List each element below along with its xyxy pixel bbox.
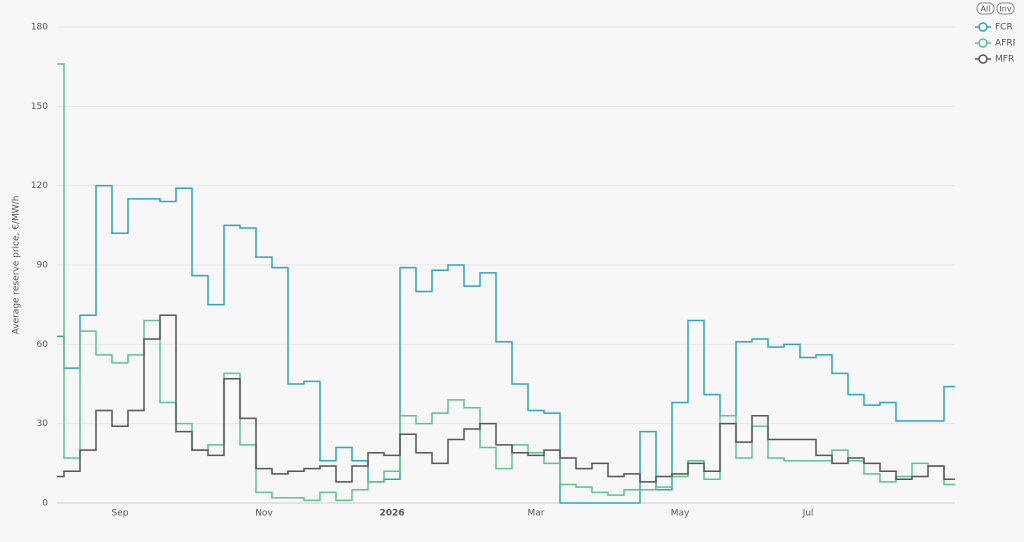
legend-marker [978, 22, 988, 32]
y-axis-label: Average reserve price, €/MW/h [12, 196, 22, 335]
legend-label: AFRR [995, 39, 1019, 49]
y-tick-label: 30 [37, 419, 49, 429]
filter-button[interactable] [996, 2, 1015, 15]
filter-button-label: All [981, 5, 991, 14]
x-tick-label: Sep [112, 509, 129, 519]
legend-marker [978, 54, 988, 64]
y-tick-label: 0 [42, 499, 48, 509]
legend-marker [978, 38, 988, 48]
filter-button-label: Inv [999, 5, 1011, 14]
x-tick-label: 2026 [379, 509, 404, 519]
x-tick-label: Nov [255, 509, 273, 519]
filter-button[interactable] [976, 2, 995, 15]
legend: All Inv FCR AFRR MFRR [975, 2, 1020, 65]
y-tick-label: 90 [37, 261, 49, 271]
y-tick-label: 150 [31, 102, 48, 112]
series-line [57, 184, 955, 504]
legend-label: FCR [995, 23, 1013, 33]
y-tick-label: 120 [31, 181, 48, 191]
x-tick-label: Mar [528, 509, 545, 519]
y-tick-label: 60 [37, 340, 49, 350]
x-tick-label: Jul [802, 509, 814, 519]
y-tick-label: 180 [31, 23, 48, 33]
x-tick-label: May [671, 509, 690, 519]
series-line [57, 314, 955, 483]
legend-label: MFRR [995, 55, 1020, 65]
